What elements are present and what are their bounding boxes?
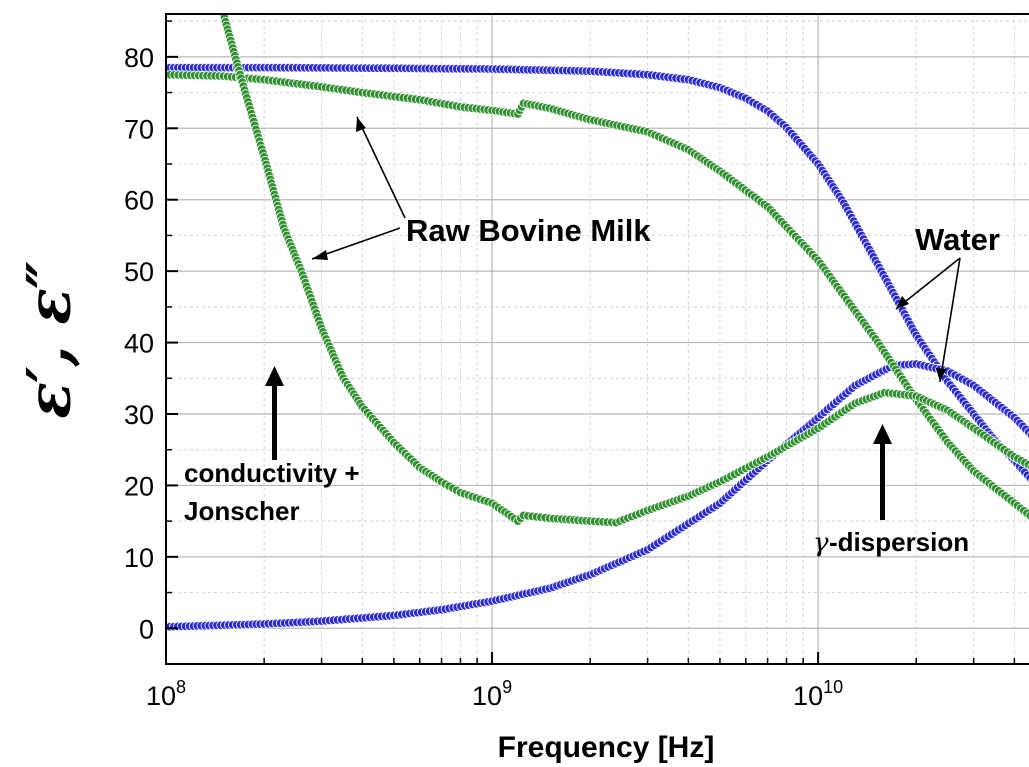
- gamma-symbol: γ: [813, 528, 829, 558]
- milk-arrow-upper: [356, 116, 406, 219]
- y-tick-label: 60: [124, 186, 154, 216]
- gamma-arrow-shaft: [880, 436, 885, 520]
- gamma-arrowhead: [873, 424, 892, 444]
- data-point: [1025, 511, 1029, 521]
- water-arrow-left: [895, 257, 961, 310]
- series-0: [166, 62, 1029, 485]
- axis-ticks: [165, 20, 1016, 665]
- water-arrow-right: [939, 257, 961, 383]
- y-tick-label: 20: [124, 471, 154, 501]
- milk-arrowhead-upper: [356, 117, 366, 132]
- y-tick-label: 50: [124, 257, 154, 287]
- major-grid: [165, 14, 1029, 664]
- x-tick-label: 1010: [793, 677, 843, 711]
- water-arrowhead-right: [936, 368, 946, 382]
- minor-grid: [166, 14, 1029, 665]
- y-tick-label: 40: [124, 329, 154, 359]
- y-tick-label: 10: [124, 543, 154, 573]
- milk-arrowhead-lower: [312, 250, 328, 260]
- plot-frame: [165, 13, 1029, 665]
- y-tick-label: 80: [124, 43, 154, 73]
- y-tick-label: 70: [124, 114, 154, 144]
- x-axis-title: Frequency [Hz]: [498, 731, 715, 764]
- conductivity-label-line2: Jonscher: [184, 496, 300, 526]
- gamma-label: -dispersion: [829, 527, 969, 557]
- x-tick-labels: 108 109 1010: [146, 677, 843, 711]
- annotation-arrowheads: [265, 117, 946, 520]
- y-tick-label: 0: [139, 614, 154, 644]
- series-layer: [166, 14, 1029, 632]
- milk-label: Raw Bovine Milk: [406, 213, 651, 248]
- y-tick-labels: 0 10 20 30 40 50 60 70 80: [124, 43, 154, 644]
- water-label: Water: [915, 222, 1000, 257]
- series-2: [166, 70, 1029, 521]
- y-axis-title: ε′, ε″: [15, 261, 85, 419]
- conductivity-arrowhead: [265, 366, 284, 386]
- x-tick-label: 108: [146, 677, 186, 711]
- series-3: [218, 14, 1029, 528]
- conductivity-arrow-shaft: [272, 378, 277, 460]
- annotation-arrows: [311, 116, 961, 383]
- conductivity-label-line1: conductivity +: [184, 458, 360, 488]
- x-tick-label: 109: [472, 677, 512, 711]
- y-tick-label: 30: [124, 400, 154, 430]
- water-arrowhead-left: [896, 296, 909, 309]
